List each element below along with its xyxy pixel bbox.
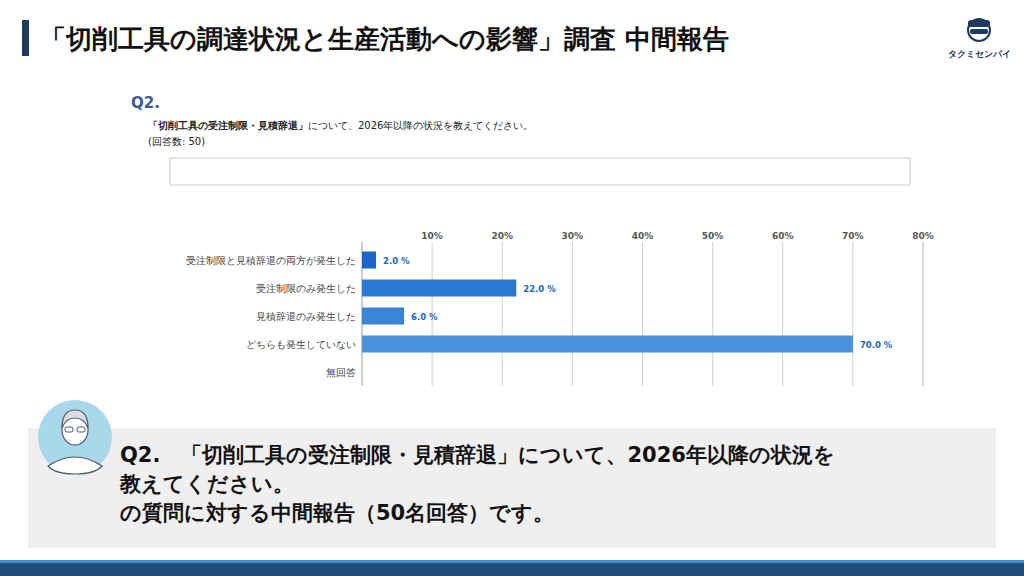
category-label: 無回答 xyxy=(326,367,356,378)
tick-label: 10% xyxy=(421,231,443,241)
note-line: 教えてください。 xyxy=(119,472,294,496)
logo-text: タクミセンパイ xyxy=(948,49,1011,59)
avatar-glass-l xyxy=(65,427,73,432)
grid-line xyxy=(852,242,853,386)
avatar-body xyxy=(48,457,102,474)
category-label: 見積辞退のみ発生した xyxy=(256,311,356,322)
logo-glasses xyxy=(970,29,988,34)
tick-label: 20% xyxy=(491,231,513,241)
tick-label: 70% xyxy=(842,231,864,241)
logo-cap xyxy=(968,20,990,27)
footer-bar xyxy=(0,563,1024,576)
grid-line xyxy=(502,242,503,386)
grid-line xyxy=(923,242,924,386)
logo-head xyxy=(968,19,990,41)
slide: 「切削工具の調達状況と生産活動への影響」調査 中間報告タクミセンパイ Q2. 「切削… xyxy=(0,0,1024,576)
question-bold: 「切削工具の受注制限・見積辞退」 xyxy=(148,120,308,131)
bar xyxy=(362,252,376,269)
bar xyxy=(362,336,853,353)
question-rest: について、2026年以降の状況を教えてください。 xyxy=(308,120,533,131)
note-line: の質問に対する中間報告（50名回答）です。 xyxy=(120,501,554,525)
question-label: Q2. xyxy=(131,94,160,112)
tick-label: 40% xyxy=(632,231,654,241)
empty-box xyxy=(170,158,910,185)
axis-end xyxy=(923,242,924,386)
data-label: 22.0 % xyxy=(523,284,556,294)
header-title: 「切削工具の調達状況と生産活動への影響」調査 中間報告 xyxy=(40,24,729,54)
note-box xyxy=(28,428,996,548)
category-label: 受注制限と見積辞退の両方が発生した xyxy=(186,255,356,266)
bar xyxy=(362,280,516,297)
tick-label: 80% xyxy=(912,231,934,241)
avatar-hair xyxy=(62,410,88,428)
bars xyxy=(362,252,853,353)
tick-label: 60% xyxy=(772,231,794,241)
bar xyxy=(362,308,404,325)
data-label: 6.0 % xyxy=(411,312,438,322)
background xyxy=(0,0,1024,576)
grid-line xyxy=(572,242,573,386)
chart: 10% 20% 30% 40% 50% 60% 70% 80% 受注制限と見積辞退の両方が発生し… xyxy=(186,231,934,386)
avatar-bg xyxy=(38,400,112,474)
avatar-glass-r xyxy=(77,427,85,432)
data-label: 70.0 % xyxy=(860,340,893,350)
footer-line xyxy=(0,560,1024,563)
tick-label: 30% xyxy=(562,231,584,241)
logo: タクミセンパイ xyxy=(948,19,1011,59)
category-label: どちらも発生していない xyxy=(246,339,356,350)
note-line: Q2. 「切削工具の受注制限・見積辞退」について、2026年以降の状況を xyxy=(120,443,835,467)
tick-label: 50% xyxy=(702,231,724,241)
avatar xyxy=(38,400,112,474)
grid-line xyxy=(642,242,643,386)
grid-line xyxy=(782,242,783,386)
question-text: 「切削工具の受注制限・見積辞退」について、2026年以降の状況を教えてください。 xyxy=(148,120,533,131)
grid-line xyxy=(712,242,713,386)
category-label: 受注制限のみ発生した xyxy=(256,283,356,294)
data-label: 2.0 % xyxy=(383,256,410,266)
response-count: (回答数: 50) xyxy=(148,136,205,147)
header-accent xyxy=(22,20,29,56)
